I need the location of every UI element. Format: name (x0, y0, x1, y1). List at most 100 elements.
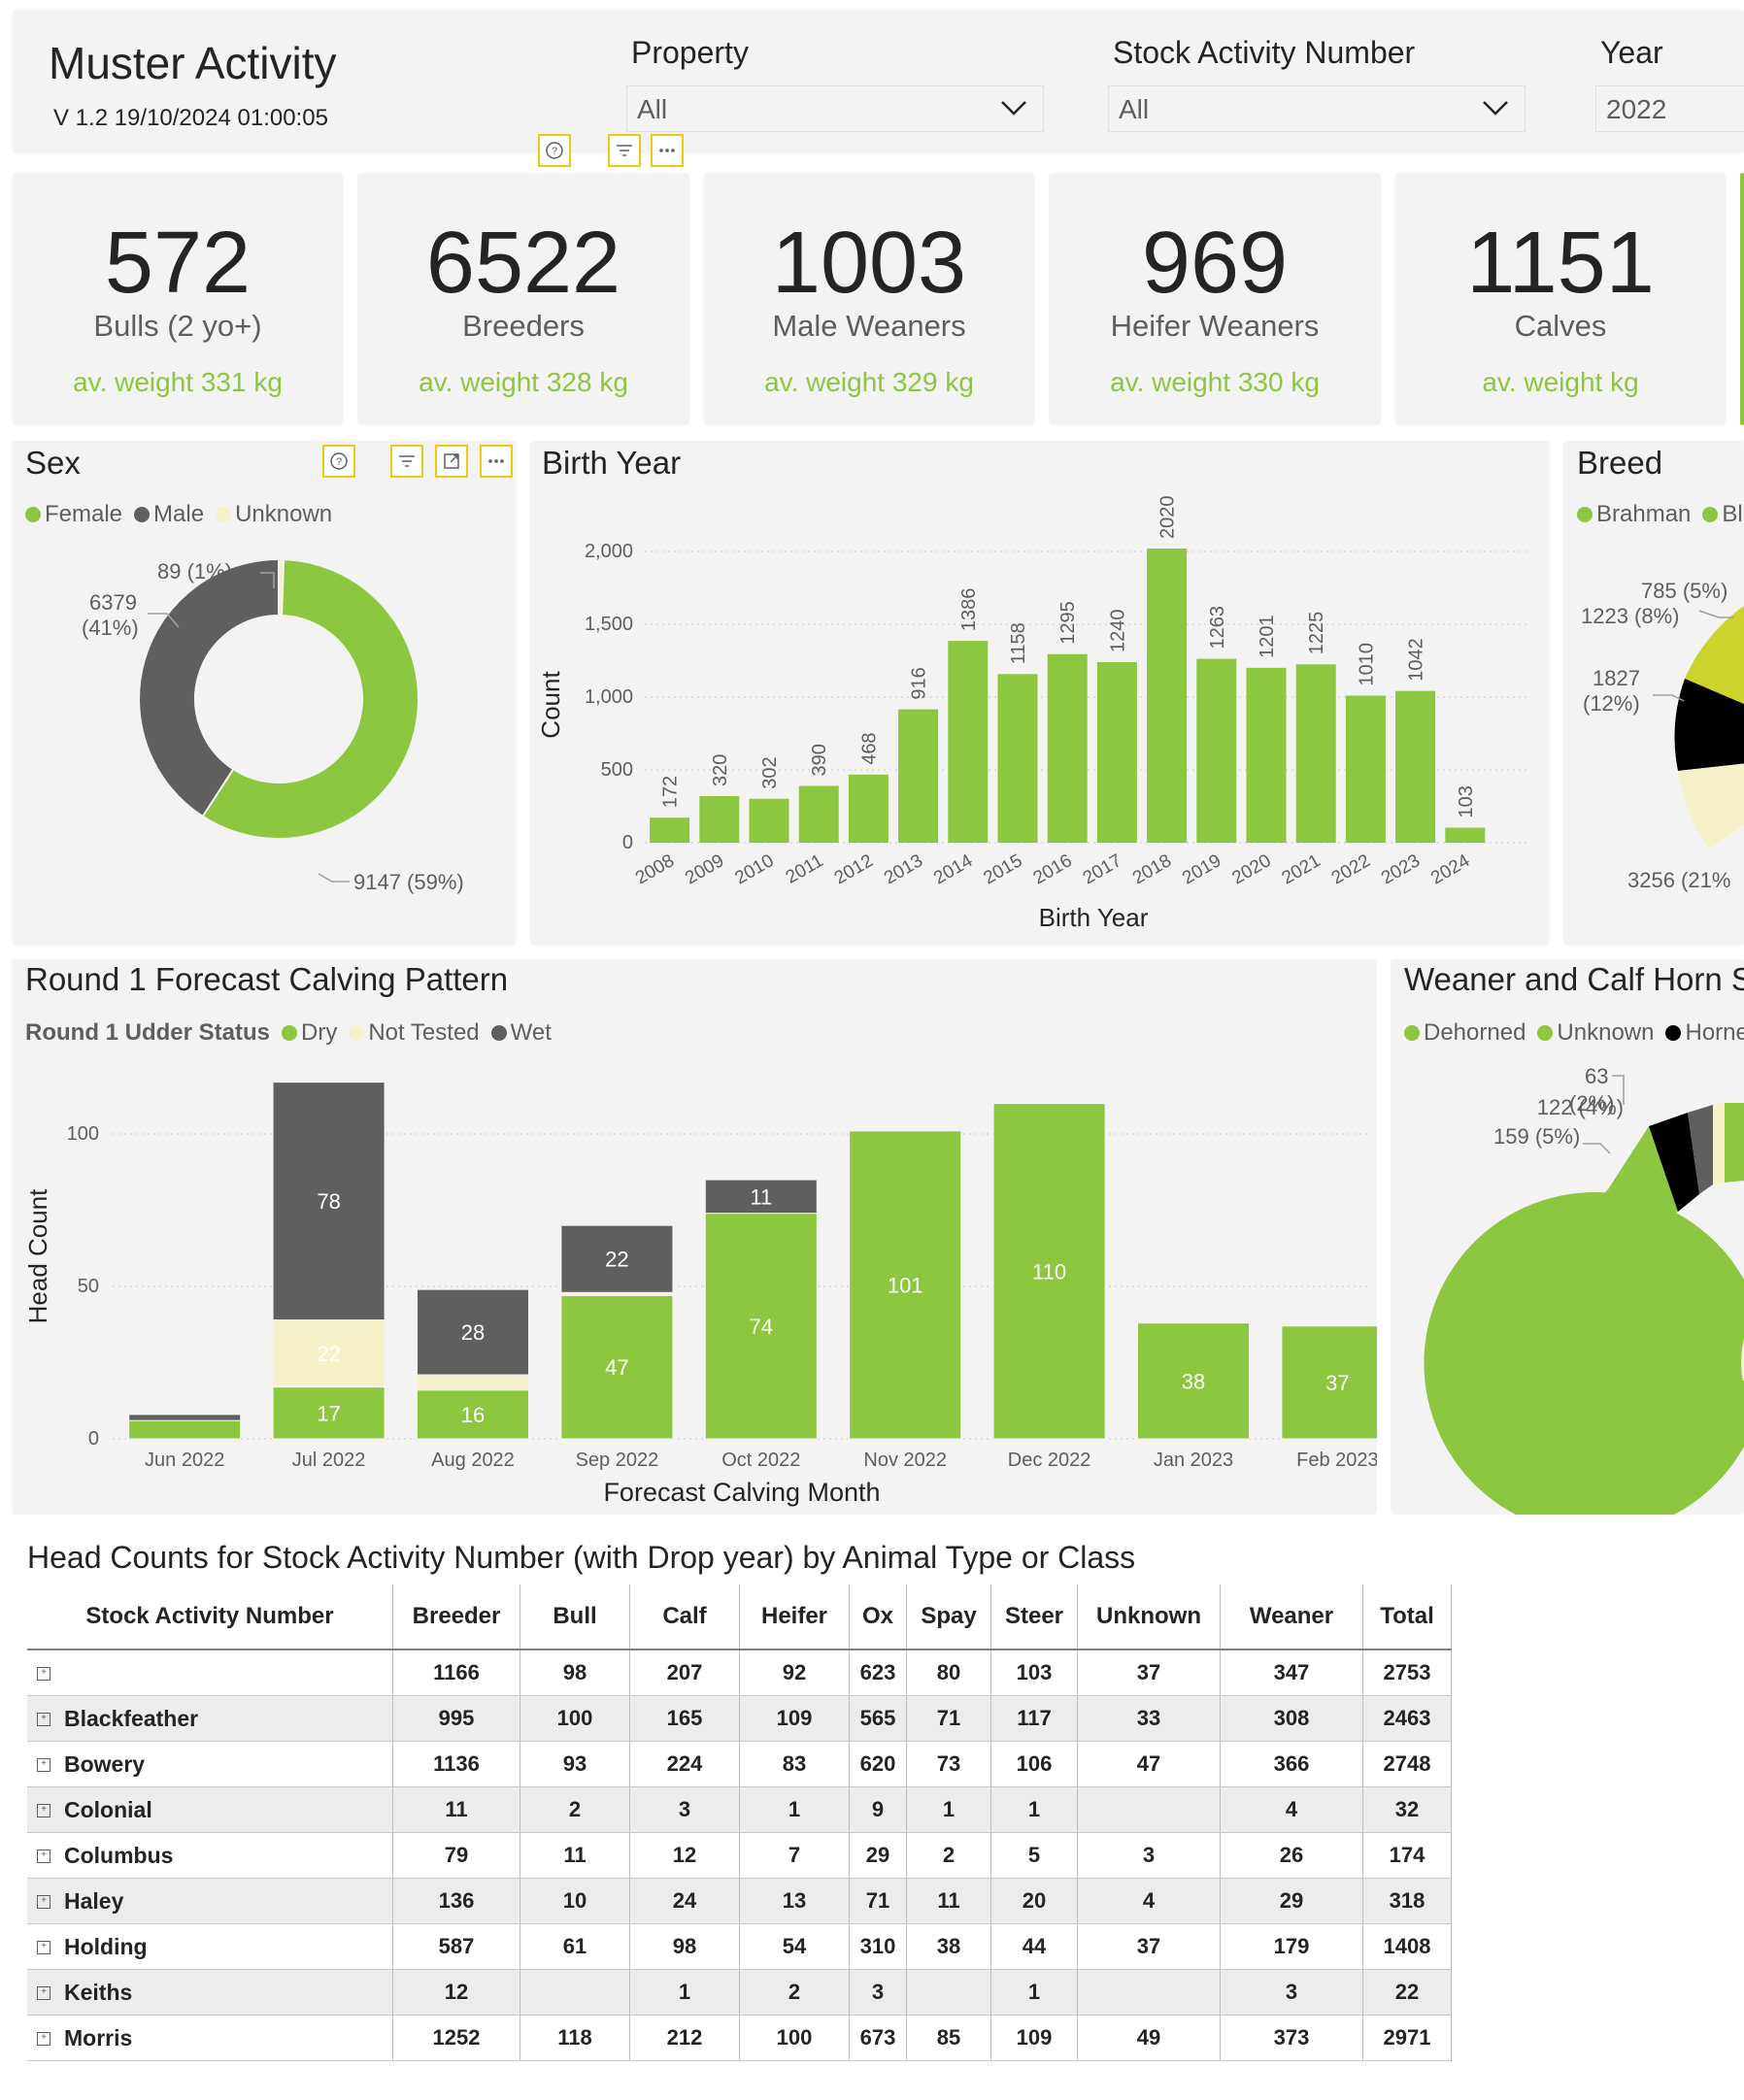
birth-year-bar[interactable] (1445, 827, 1486, 843)
legend-item-brahman[interactable]: Brahman (1577, 501, 1691, 528)
table-cell: 565 (849, 1695, 907, 1742)
legend-item-female[interactable]: Female (25, 501, 122, 528)
property-dropdown[interactable]: All (626, 85, 1044, 132)
table-cell: 73 (906, 1741, 991, 1787)
expand-icon[interactable]: + (37, 1941, 50, 1955)
help-button[interactable]: ? (322, 445, 355, 478)
birth-year-bar[interactable] (948, 641, 989, 843)
calving-bar-segment[interactable] (560, 1294, 674, 1440)
column-header[interactable]: Weaner (1220, 1584, 1363, 1650)
birth-year-bar[interactable] (1147, 549, 1188, 843)
calving-bar-segment[interactable] (560, 1224, 674, 1293)
stock-activity-dropdown[interactable]: All (1108, 85, 1526, 132)
more-options-button[interactable] (480, 445, 513, 478)
calving-bar-segment[interactable] (704, 1179, 818, 1215)
row-header[interactable]: + Haley (27, 1878, 393, 1924)
column-header[interactable]: Ox (849, 1584, 907, 1650)
birth-year-bar[interactable] (1196, 658, 1237, 843)
column-header[interactable]: Total (1362, 1584, 1452, 1650)
x-tick-label: 2014 (930, 850, 976, 889)
expand-icon (444, 453, 459, 469)
column-header[interactable]: Stock Activity Number (27, 1584, 393, 1650)
column-header[interactable]: Heifer (739, 1584, 850, 1650)
calving-bar-segment[interactable] (704, 1213, 818, 1440)
birth-year-bar[interactable] (898, 709, 939, 843)
legend-item-unknown[interactable]: Unknown (216, 501, 332, 528)
calving-bar-segment[interactable] (849, 1130, 962, 1440)
focus-mode-button[interactable] (435, 445, 468, 478)
row-header[interactable]: + Blackfeather (27, 1695, 393, 1742)
legend-item-dry[interactable]: Dry (282, 1019, 337, 1047)
table-row[interactable]: + Bowery 1136 93 224 83 620 73 106 47 366 2748 (27, 1741, 1452, 1787)
birth-year-bar[interactable] (848, 774, 889, 843)
expand-icon[interactable]: + (37, 1895, 50, 1910)
row-header[interactable]: + Keiths (27, 1969, 393, 2016)
row-header[interactable]: + Holding (27, 1923, 393, 1970)
calving-bar-segment[interactable] (272, 1319, 386, 1388)
calving-bar-segment[interactable] (128, 1419, 242, 1440)
birth-year-bar[interactable] (1345, 695, 1386, 844)
calving-bar-segment[interactable] (1281, 1325, 1377, 1440)
calving-bar-segment[interactable] (1137, 1322, 1250, 1440)
birth-year-bar[interactable] (749, 798, 789, 843)
calving-bar-segment[interactable] (417, 1288, 529, 1376)
legend-item-unknown[interactable]: Unknown (1537, 1019, 1654, 1047)
row-header[interactable]: + Bowery (27, 1741, 393, 1787)
row-header[interactable]: + Colonial (27, 1786, 393, 1833)
table-row[interactable]: + Keiths 12 1 2 3 1 3 22 (27, 1969, 1452, 2016)
help-button[interactable]: ? (538, 134, 571, 167)
birth-year-bar[interactable] (1295, 664, 1336, 843)
table-row[interactable]: + Holding 587 61 98 54 310 38 44 37 179 1408 (27, 1923, 1452, 1970)
filter-button[interactable] (390, 445, 423, 478)
column-header[interactable]: Steer (990, 1584, 1078, 1650)
table-cell: 224 (629, 1741, 740, 1787)
calving-bar-segment[interactable] (992, 1103, 1106, 1440)
expand-icon[interactable]: + (37, 2032, 50, 2047)
column-header[interactable]: Calf (629, 1584, 740, 1650)
filter-button[interactable] (608, 134, 641, 167)
birth-year-bar[interactable] (798, 785, 839, 844)
female-slice[interactable] (201, 558, 419, 840)
row-header[interactable]: + Columbus (27, 1832, 393, 1879)
more-options-button[interactable] (651, 134, 684, 167)
calving-bar-segment[interactable] (272, 1082, 386, 1321)
birth-year-bar[interactable] (650, 817, 690, 843)
legend-item-partial[interactable]: Bl (1702, 501, 1743, 528)
legend-item-wet[interactable]: Wet (490, 1019, 552, 1047)
calving-bar-segment[interactable] (417, 1374, 529, 1391)
column-header[interactable]: Bull (520, 1584, 630, 1650)
expand-icon[interactable]: + (37, 1758, 50, 1773)
kpi-card-male-weaners: 1003 Male Weaners av. weight 329 kg (703, 173, 1035, 425)
birth-year-bar[interactable] (1096, 662, 1137, 843)
expand-icon[interactable]: + (37, 1850, 50, 1864)
row-header[interactable]: + Morris (27, 2015, 393, 2061)
column-header[interactable]: Breeder (392, 1584, 520, 1650)
table-row[interactable]: + Morris 1252 118 212 100 673 85 109 49 373 2971 (27, 2015, 1452, 2061)
legend-item-dehorned[interactable]: Dehorned (1404, 1019, 1526, 1047)
birth-year-bar[interactable] (1246, 667, 1287, 843)
column-header[interactable]: Unknown (1077, 1584, 1221, 1650)
expand-icon[interactable]: + (37, 1804, 50, 1818)
column-header[interactable]: Spay (906, 1584, 991, 1650)
table-row[interactable]: + Columbus 79 11 12 7 29 2 5 3 26 174 (27, 1832, 1452, 1879)
table-cell: 103 (990, 1650, 1078, 1696)
table-row[interactable]: +1166 98 207 92 623 80 103 37 347 2753 (27, 1650, 1452, 1696)
expand-icon[interactable]: + (37, 1713, 50, 1727)
birth-year-bar[interactable] (1047, 653, 1088, 843)
calving-bar-segment[interactable] (128, 1414, 242, 1421)
table-row[interactable]: + Colonial 11 2 3 1 9 1 1 4 32 (27, 1786, 1452, 1833)
birth-year-bar[interactable] (1395, 690, 1436, 843)
expand-icon[interactable]: + (37, 1986, 50, 2001)
table-row[interactable]: + Blackfeather 995 100 165 109 565 71 117 33 308 24… (27, 1695, 1452, 1742)
birth-year-bar[interactable] (699, 796, 740, 843)
year-dropdown[interactable]: 2022 (1595, 85, 1744, 132)
legend-item-male[interactable]: Male (134, 501, 204, 528)
row-header[interactable]: + (27, 1650, 393, 1696)
birth-year-bar[interactable] (997, 674, 1038, 843)
table-row[interactable]: + Haley 136 10 24 13 71 11 20 4 29 318 (27, 1878, 1452, 1924)
legend-item-horned[interactable]: Horne (1665, 1019, 1744, 1047)
male-slice[interactable] (138, 557, 280, 818)
expand-icon[interactable]: + (37, 1667, 50, 1682)
calving-bar-segment[interactable] (272, 1386, 386, 1440)
legend-item-not-tested[interactable]: Not Tested (349, 1019, 480, 1047)
